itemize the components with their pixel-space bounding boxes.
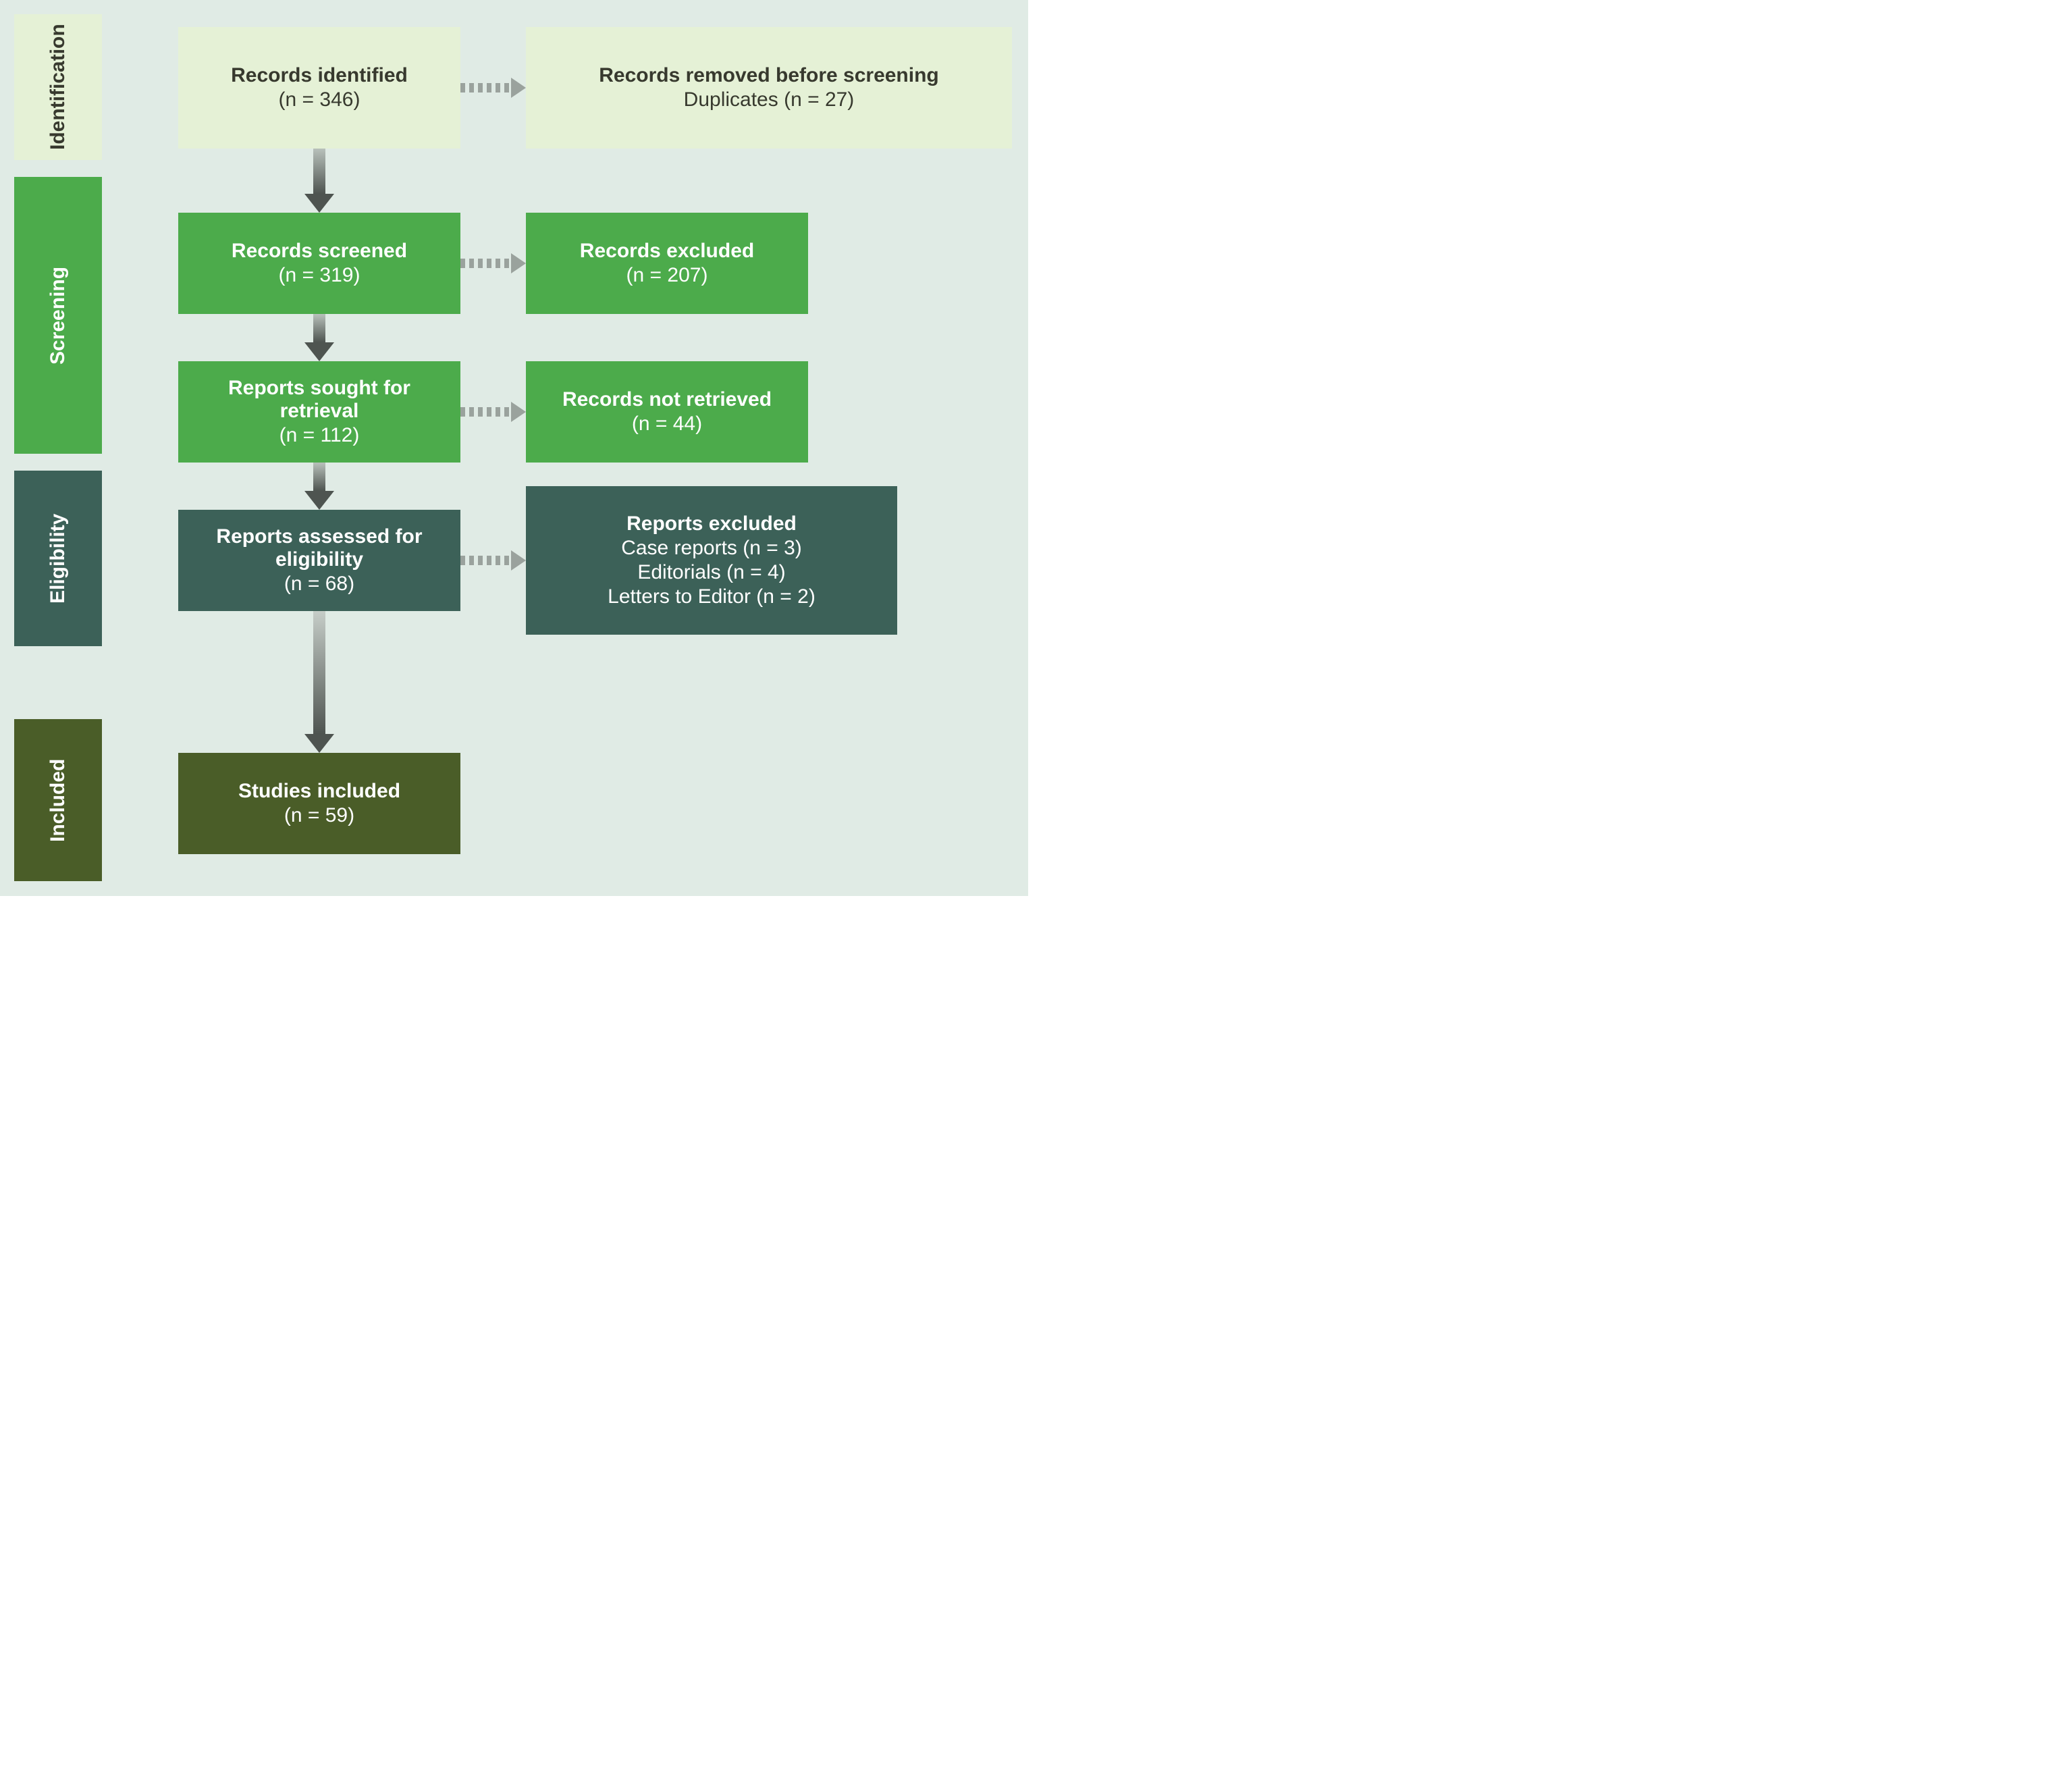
box-records-identified: Records identified (n = 346) bbox=[178, 27, 460, 149]
arrow-right bbox=[460, 548, 526, 573]
arrow-right bbox=[460, 76, 526, 100]
box-sub: (n = 207) bbox=[626, 264, 708, 287]
box-sub: (n = 68) bbox=[284, 573, 354, 596]
box-reports-excluded: Reports excluded Case reports (n = 3) Ed… bbox=[526, 486, 897, 635]
phase-identification: Identification bbox=[14, 14, 102, 160]
box-sub: (n = 44) bbox=[632, 413, 702, 436]
box-records-not-retrieved: Records not retrieved (n = 44) bbox=[526, 361, 808, 463]
box-title: Records removed before screening bbox=[599, 64, 939, 87]
box-sub: (n = 59) bbox=[284, 804, 354, 827]
arrow-down bbox=[306, 314, 333, 361]
arrow-down bbox=[306, 611, 333, 753]
arrow-right bbox=[460, 400, 526, 424]
box-reports-assessed: Reports assessed for eligibility (n = 68… bbox=[178, 510, 460, 611]
arrow-down bbox=[306, 463, 333, 510]
box-studies-included: Studies included (n = 59) bbox=[178, 753, 460, 854]
box-records-screened: Records screened (n = 319) bbox=[178, 213, 460, 314]
box-title: Reports excluded bbox=[626, 512, 797, 535]
box-sub: Duplicates (n = 27) bbox=[684, 88, 855, 111]
phase-label-text: Identification bbox=[47, 24, 70, 151]
box-reports-sought: Reports sought for retrieval (n = 112) bbox=[178, 361, 460, 463]
box-title: Reports assessed for eligibility bbox=[192, 525, 447, 571]
prisma-flowchart: Identification Screening Eligibility Inc… bbox=[0, 0, 1028, 896]
phase-screening: Screening bbox=[14, 177, 102, 454]
box-title: Records not retrieved bbox=[562, 388, 772, 411]
box-title: Records screened bbox=[232, 240, 407, 263]
box-title: Records excluded bbox=[580, 240, 754, 263]
box-sub: (n = 112) bbox=[279, 424, 360, 447]
arrow-down bbox=[306, 149, 333, 213]
phase-label-text: Included bbox=[47, 758, 70, 841]
box-line: Case reports (n = 3) bbox=[621, 537, 802, 560]
box-records-excluded: Records excluded (n = 207) bbox=[526, 213, 808, 314]
box-line: Editorials (n = 4) bbox=[637, 561, 785, 584]
box-title: Reports sought for retrieval bbox=[192, 377, 447, 423]
box-records-removed: Records removed before screening Duplica… bbox=[526, 27, 1012, 149]
phase-included: Included bbox=[14, 719, 102, 881]
box-line: Letters to Editor (n = 2) bbox=[608, 585, 816, 608]
phase-label-text: Eligibility bbox=[47, 513, 70, 603]
box-title: Studies included bbox=[238, 780, 400, 803]
box-sub: (n = 346) bbox=[279, 88, 360, 111]
phase-eligibility: Eligibility bbox=[14, 471, 102, 646]
box-sub: (n = 319) bbox=[279, 264, 360, 287]
box-title: Records identified bbox=[231, 64, 408, 87]
phase-label-text: Screening bbox=[47, 266, 70, 364]
arrow-right bbox=[460, 251, 526, 275]
